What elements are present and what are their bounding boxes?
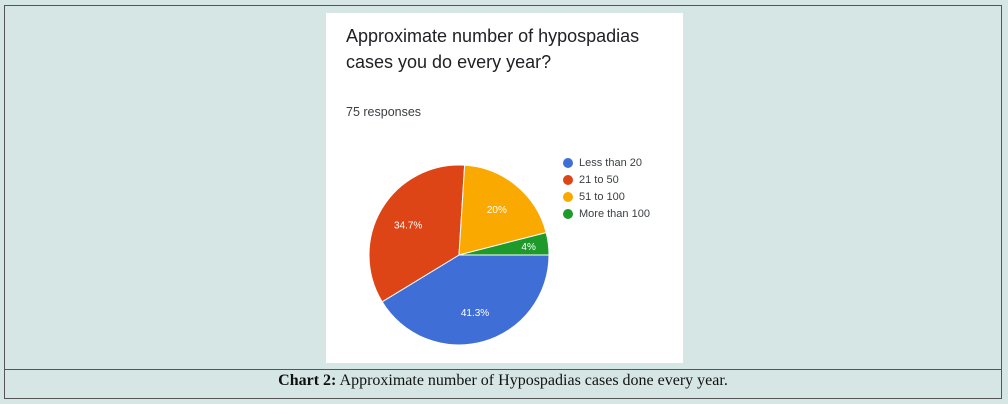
- figure-frame: Approximate number of hypospadias cases …: [4, 5, 1002, 399]
- legend-label: Less than 20: [579, 156, 642, 169]
- caption-label: Chart 2:: [278, 372, 337, 389]
- pie-chart: 41.3% 34.7% 20% 4%: [368, 164, 550, 346]
- pie-slice-1: [368, 164, 466, 303]
- legend-label: 21 to 50: [579, 173, 619, 186]
- slice-label-0: 41.3%: [461, 308, 489, 319]
- legend-item-3: More than 100: [563, 205, 650, 222]
- pie-slice-0: [381, 254, 550, 346]
- legend-label: More than 100: [579, 207, 650, 220]
- chart-panel: Approximate number of hypospadias cases …: [326, 13, 683, 363]
- legend-swatch: [563, 157, 573, 168]
- response-count: 75 responses: [346, 105, 422, 119]
- pie-slice-2: [458, 164, 547, 256]
- chart-legend: Less than 20 21 to 50 51 to 100 More than 1…: [563, 154, 650, 222]
- slice-label-2: 20%: [487, 205, 507, 216]
- pie-slice-3: [458, 232, 550, 256]
- legend-swatch: [563, 208, 573, 219]
- slice-label-1: 34.7%: [394, 220, 422, 231]
- figure-caption: Chart 2: Approximate number of Hypospadi…: [5, 372, 1001, 390]
- caption-divider: [5, 369, 1001, 370]
- legend-item-2: 51 to 100: [563, 188, 650, 205]
- slice-label-3: 4%: [521, 242, 536, 253]
- legend-swatch: [563, 174, 573, 185]
- legend-item-0: Less than 20: [563, 154, 650, 171]
- caption-text: Approximate number of Hypospadias cases …: [336, 372, 728, 389]
- legend-item-1: 21 to 50: [563, 171, 650, 188]
- chart-title: Approximate number of hypospadias cases …: [346, 26, 640, 72]
- legend-swatch: [563, 191, 573, 202]
- legend-label: 51 to 100: [579, 190, 625, 203]
